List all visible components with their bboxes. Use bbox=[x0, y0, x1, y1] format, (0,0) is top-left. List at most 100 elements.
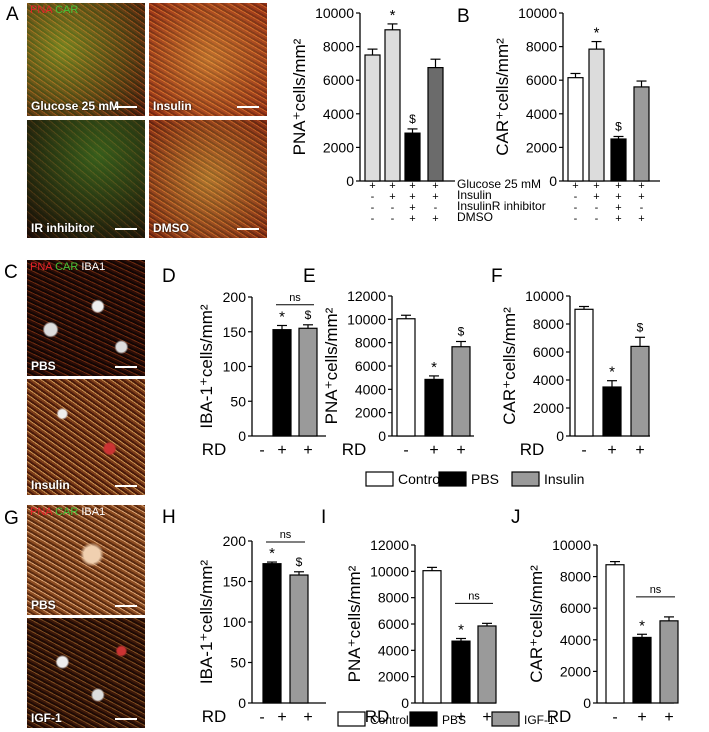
y-tick-label: 8000 bbox=[560, 569, 591, 585]
panel-letter-g: G bbox=[4, 508, 19, 529]
panel-letter: D bbox=[162, 266, 176, 287]
treatment-mark: + bbox=[593, 191, 599, 203]
legend-swatch bbox=[438, 471, 467, 487]
x-category-label: + bbox=[637, 709, 646, 726]
y-tick-label: 0 bbox=[378, 428, 386, 444]
y-tick-label: 2000 bbox=[355, 405, 386, 421]
treatment-mark: - bbox=[574, 202, 578, 214]
x-category-label: + bbox=[456, 709, 465, 726]
treatment-mark: + bbox=[432, 191, 438, 203]
treatment-mark: + bbox=[389, 180, 395, 192]
significance-dollar: $ bbox=[615, 119, 622, 133]
y-tick-label: 2000 bbox=[533, 400, 564, 416]
y-axis-label: CAR⁺cells/mm² bbox=[500, 307, 519, 425]
treatment-label: DMSO bbox=[457, 210, 493, 224]
treatment-mark: + bbox=[638, 191, 644, 203]
x-category-label: + bbox=[456, 442, 465, 459]
y-tick-label: 8000 bbox=[533, 316, 564, 332]
y-tick-label: 200 bbox=[223, 533, 247, 549]
x-axis-label: RD bbox=[520, 440, 545, 459]
treatment-mark: - bbox=[595, 202, 599, 214]
x-axis-label: RD bbox=[202, 440, 227, 459]
stain-legend: PNA CAR IBA1 bbox=[30, 506, 106, 518]
y-tick-label: 10000 bbox=[347, 311, 386, 327]
stain-legend: PNA CAR bbox=[30, 4, 79, 16]
stain-legend: PNA CAR IBA1 bbox=[30, 261, 106, 273]
y-tick-label: 4000 bbox=[323, 106, 354, 122]
bar bbox=[659, 620, 679, 704]
treatment-mark: + bbox=[409, 191, 415, 203]
bar bbox=[427, 66, 444, 182]
bar bbox=[632, 636, 652, 704]
x-category-label: + bbox=[664, 709, 673, 726]
y-tick-label: 6000 bbox=[323, 72, 354, 88]
y-tick-label: 12000 bbox=[370, 537, 409, 553]
y-tick-label: 200 bbox=[223, 289, 247, 305]
ns-label: ns bbox=[289, 292, 301, 304]
treatment-mark: - bbox=[595, 213, 599, 225]
x-category-label: - bbox=[259, 442, 264, 459]
panel-letter-c: C bbox=[4, 262, 18, 283]
significance-dollar: $ bbox=[637, 320, 644, 334]
bar bbox=[422, 570, 442, 704]
x-category-label: + bbox=[303, 709, 312, 726]
y-tick-label: 4000 bbox=[560, 632, 591, 648]
micrograph-insulin-treated: Insulin bbox=[26, 378, 146, 496]
y-tick-label: 4000 bbox=[378, 642, 409, 658]
treatment-mark: - bbox=[371, 202, 375, 214]
legend-label: Control bbox=[370, 713, 409, 727]
treatment-mark: - bbox=[371, 213, 375, 225]
y-axis-label: PNA⁺cells/mm² bbox=[322, 307, 341, 424]
treatment-mark: + bbox=[389, 191, 395, 203]
scale-bar bbox=[115, 605, 137, 607]
bar bbox=[262, 563, 282, 704]
micrograph-igf1-treated: IGF-1 bbox=[26, 617, 146, 729]
y-tick-label: 2000 bbox=[526, 139, 557, 155]
micrograph-label: Glucose 25 mM bbox=[31, 99, 120, 113]
treatment-mark: + bbox=[409, 202, 415, 214]
panel-letter: B bbox=[457, 6, 470, 27]
y-tick-label: 12000 bbox=[347, 288, 386, 304]
y-tick-label: 0 bbox=[346, 173, 354, 189]
y-axis-label: CAR⁺cells/mm² bbox=[527, 565, 546, 683]
y-tick-label: 0 bbox=[583, 695, 591, 711]
y-tick-label: 0 bbox=[238, 695, 246, 711]
x-category-label: + bbox=[482, 709, 491, 726]
treatment-mark: - bbox=[640, 202, 644, 214]
panel-letter: J bbox=[511, 507, 521, 528]
x-axis-label: RD bbox=[202, 707, 227, 726]
bar bbox=[424, 378, 444, 437]
treatment-mark: + bbox=[572, 180, 578, 192]
scale-bar bbox=[115, 485, 137, 487]
y-tick-label: 4000 bbox=[355, 381, 386, 397]
y-tick-label: 6000 bbox=[560, 600, 591, 616]
y-tick-label: 8000 bbox=[378, 590, 409, 606]
ns-label: ns bbox=[650, 584, 662, 596]
significance-dollar: $ bbox=[409, 112, 416, 126]
bar bbox=[588, 48, 605, 182]
significance-star: * bbox=[431, 359, 437, 376]
y-axis-label: CAR⁺cells/mm² bbox=[493, 38, 512, 156]
significance-star: * bbox=[458, 621, 464, 638]
scale-bar bbox=[115, 228, 137, 230]
bar bbox=[567, 77, 584, 182]
y-tick-label: 8000 bbox=[355, 335, 386, 351]
x-category-label: + bbox=[277, 709, 286, 726]
y-axis-label: IBA-1⁺cells/mm² bbox=[197, 304, 216, 429]
significance-dollar: $ bbox=[305, 308, 312, 322]
panel-letter: I bbox=[321, 507, 326, 528]
micrograph-label: IR inhibitor bbox=[31, 221, 95, 235]
y-tick-label: 10000 bbox=[370, 563, 409, 579]
treatment-mark: + bbox=[593, 180, 599, 192]
x-category-label: - bbox=[403, 442, 408, 459]
bar bbox=[384, 29, 401, 182]
micrograph-ir-inhibitor: IR inhibitor bbox=[26, 119, 146, 239]
treatment-mark: + bbox=[615, 180, 621, 192]
bar bbox=[298, 327, 318, 437]
x-axis-label: RD bbox=[547, 707, 572, 726]
treatment-mark: - bbox=[371, 191, 375, 203]
treatment-mark: + bbox=[369, 180, 375, 192]
significance-dollar: $ bbox=[458, 325, 465, 339]
treatment-mark: - bbox=[391, 213, 395, 225]
y-tick-label: 100 bbox=[223, 359, 247, 375]
